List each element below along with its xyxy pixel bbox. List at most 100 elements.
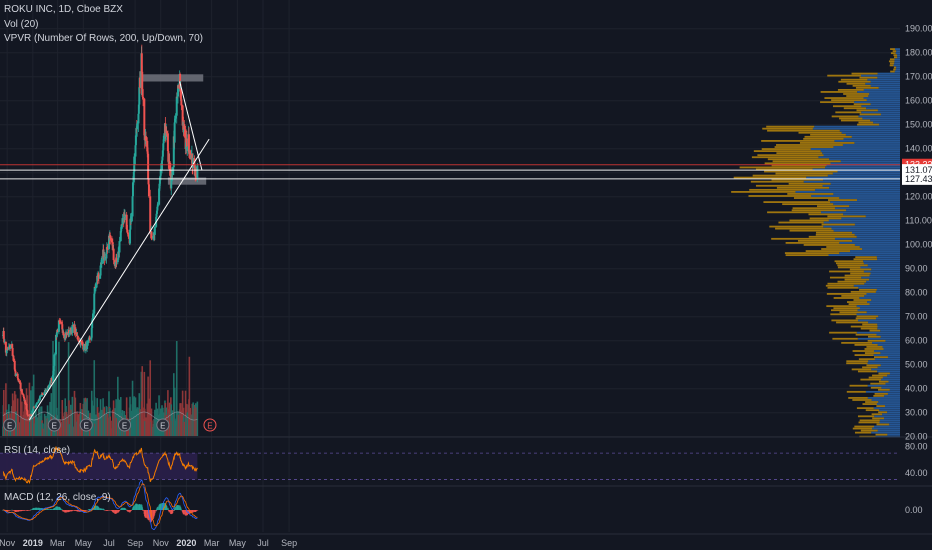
- candle-body: [106, 249, 109, 250]
- vpvr-row-down: [859, 288, 877, 291]
- candle-body: [150, 237, 153, 239]
- macd-histogram-bar: [151, 510, 153, 521]
- volume-bar: [180, 410, 183, 436]
- macd-histogram-bar: [171, 510, 174, 513]
- volume-bar: [154, 409, 156, 436]
- vpvr-row-up: [881, 378, 900, 381]
- vpvr-row-up: [857, 199, 900, 201]
- vpvr-row-down: [762, 127, 813, 130]
- candle-body: [3, 341, 6, 343]
- legend-vpvr[interactable]: VPVR (Number Of Rows, 200, Up/Down, 70): [4, 33, 203, 44]
- candle-body: [43, 391, 46, 394]
- volume-bar: [33, 416, 35, 436]
- macd-histogram-bar: [86, 510, 88, 511]
- vpvr-row-up: [869, 274, 900, 277]
- macd-histogram-bar: [21, 510, 24, 511]
- vpvr-row-down: [889, 58, 895, 61]
- vpvr-row-up: [865, 215, 900, 218]
- macd-histogram-bar: [195, 510, 197, 512]
- vpvr-row-down: [851, 368, 872, 371]
- legend-rsi[interactable]: RSI (14, close): [4, 445, 71, 456]
- vpvr-row-up: [834, 237, 900, 240]
- vpvr-row-up: [894, 58, 900, 61]
- vpvr-row-down: [853, 103, 871, 106]
- candle-body: [5, 349, 8, 354]
- candle-body: [170, 177, 173, 189]
- vpvr-row-up: [863, 270, 900, 273]
- legend-symbol[interactable]: ROKU INC, 1D, Cboe BZX: [4, 4, 123, 15]
- candle-body: [83, 343, 86, 350]
- vpvr-row-down: [864, 352, 881, 354]
- y-tick-label: 70.00: [905, 312, 928, 322]
- volume-bar: [141, 366, 144, 436]
- macd-histogram-bar: [53, 507, 56, 510]
- candle-body: [186, 146, 189, 151]
- x-tick-label: Sep: [281, 538, 297, 548]
- earnings-marker: [203, 418, 217, 432]
- candle-body: [139, 77, 142, 88]
- vpvr-row-down: [789, 219, 829, 222]
- candle-body: [6, 348, 9, 350]
- vpvr-row-up: [857, 91, 900, 93]
- volume-bar: [173, 387, 176, 436]
- macd-histogram-bar: [106, 510, 109, 511]
- vpvr-row-down: [866, 346, 883, 348]
- candle-body: [15, 373, 18, 375]
- vpvr-row-up: [820, 211, 900, 214]
- vpvr-row-down: [858, 421, 880, 424]
- vpvr-row-up: [894, 60, 900, 63]
- candle-body: [165, 131, 168, 137]
- vpvr-row-down: [889, 62, 895, 65]
- vpvr-row-up: [823, 225, 900, 228]
- vpvr-row-down: [837, 280, 867, 283]
- candle-body: [150, 231, 153, 238]
- y-tick-label: 60.00: [905, 336, 928, 346]
- vpvr-row-down: [852, 399, 872, 401]
- candle-body: [143, 98, 146, 136]
- volume-bar: [23, 399, 26, 436]
- volume-bar: [29, 390, 32, 436]
- macd-histogram-bar: [172, 510, 175, 511]
- vpvr-row-down: [848, 303, 870, 305]
- vpvr-row-up: [829, 158, 900, 161]
- vpvr-row-up: [873, 425, 900, 428]
- candle-body: [23, 398, 26, 401]
- vpvr-row-up: [889, 423, 900, 426]
- candle-body: [94, 288, 97, 289]
- vpvr-row-up: [842, 144, 900, 146]
- vpvr-row-down: [856, 315, 879, 318]
- candle-body: [34, 405, 37, 407]
- vpvr-row-down: [874, 392, 888, 395]
- macd-histogram-bar: [98, 507, 100, 510]
- candle-body: [3, 338, 6, 343]
- vpvr-row-up: [866, 280, 900, 283]
- candle-body: [46, 389, 49, 391]
- candle-body: [99, 275, 102, 279]
- candle-body: [187, 134, 190, 153]
- candle-body: [149, 196, 152, 232]
- vpvr-row-up: [862, 248, 900, 250]
- vpvr-row-up: [877, 429, 900, 432]
- volume-bar: [115, 418, 118, 436]
- macd-histogram-bar: [95, 505, 97, 510]
- macd-signal-line: [2, 483, 198, 527]
- vpvr-row-up: [870, 80, 900, 83]
- x-tick-label: Jul: [103, 538, 115, 548]
- legend-macd[interactable]: MACD (12, 26, close, 9): [4, 492, 111, 503]
- candle-body: [129, 229, 132, 244]
- vpvr-row-up: [877, 327, 900, 330]
- macd-histogram-bar: [6, 510, 9, 512]
- vpvr-row-up: [818, 156, 900, 159]
- candle-body: [132, 182, 135, 183]
- vpvr-row-up: [857, 309, 900, 312]
- vpvr-row-up: [863, 260, 900, 263]
- volume-bar: [42, 428, 44, 436]
- vpvr-row-down: [825, 284, 854, 287]
- legend-volume[interactable]: Vol (20): [4, 19, 39, 30]
- macd-histogram-bar: [109, 510, 112, 511]
- candle-body: [17, 379, 20, 382]
- macd-histogram-bar: [62, 510, 65, 512]
- vpvr-row-down: [835, 262, 864, 265]
- candle-body: [24, 400, 27, 404]
